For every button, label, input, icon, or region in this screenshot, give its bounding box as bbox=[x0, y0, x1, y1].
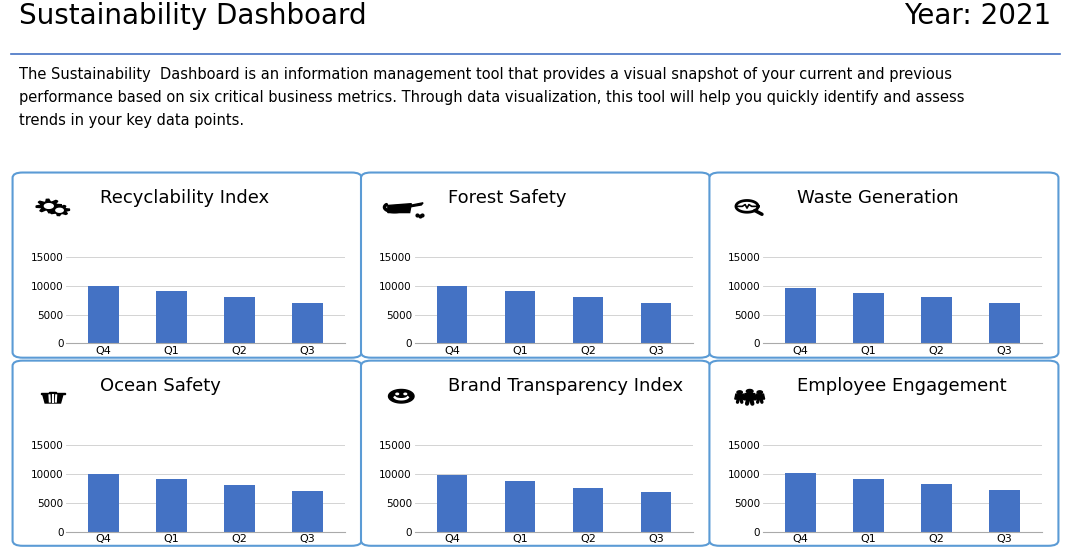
Polygon shape bbox=[743, 394, 756, 400]
Polygon shape bbox=[36, 199, 61, 213]
Polygon shape bbox=[757, 391, 763, 394]
Polygon shape bbox=[41, 393, 64, 395]
Polygon shape bbox=[388, 203, 411, 212]
Text: Forest Safety: Forest Safety bbox=[449, 190, 567, 207]
Text: Recyclability Index: Recyclability Index bbox=[100, 190, 269, 207]
FancyBboxPatch shape bbox=[361, 361, 710, 546]
Polygon shape bbox=[43, 395, 63, 403]
Text: Brand Transparency Index: Brand Transparency Index bbox=[449, 377, 683, 395]
Polygon shape bbox=[404, 393, 407, 395]
FancyBboxPatch shape bbox=[709, 173, 1058, 358]
Polygon shape bbox=[49, 205, 70, 216]
Text: Employee Engagement: Employee Engagement bbox=[797, 377, 1007, 395]
Polygon shape bbox=[396, 393, 398, 395]
Polygon shape bbox=[389, 390, 414, 403]
FancyBboxPatch shape bbox=[361, 173, 710, 358]
Polygon shape bbox=[755, 394, 765, 399]
Polygon shape bbox=[737, 391, 742, 394]
Text: Ocean Safety: Ocean Safety bbox=[100, 377, 221, 395]
FancyBboxPatch shape bbox=[13, 173, 362, 358]
Text: Waste Generation: Waste Generation bbox=[797, 190, 959, 207]
Polygon shape bbox=[746, 390, 753, 393]
Polygon shape bbox=[56, 209, 63, 212]
Text: The Sustainability  Dashboard is an information management tool that provides a : The Sustainability Dashboard is an infor… bbox=[19, 68, 965, 128]
Polygon shape bbox=[44, 203, 54, 209]
FancyBboxPatch shape bbox=[13, 361, 362, 546]
Text: Sustainability Dashboard: Sustainability Dashboard bbox=[19, 2, 367, 30]
FancyBboxPatch shape bbox=[709, 361, 1058, 546]
Polygon shape bbox=[735, 394, 744, 399]
Text: Year: 2021: Year: 2021 bbox=[905, 2, 1052, 30]
Polygon shape bbox=[49, 392, 56, 393]
Polygon shape bbox=[408, 203, 423, 207]
